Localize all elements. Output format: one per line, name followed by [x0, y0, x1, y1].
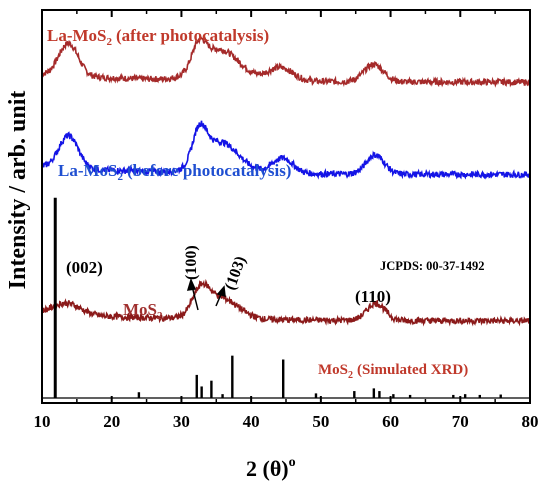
xrd-series-line-2	[41, 278, 531, 327]
x-tick-label: 10	[34, 412, 51, 431]
peak-103-label: (103)	[222, 254, 250, 292]
label-after: La-MoS2 (after photocatalysis)	[47, 26, 269, 48]
peak-arrows	[186, 277, 226, 311]
tick-layer: 10 20 30 40 50 60 70 80	[34, 10, 539, 431]
plot-area: 10 20 30 40 50 60 70 80	[34, 9, 539, 431]
label-before: La-MoS2 (before photocatalysis)	[58, 161, 291, 183]
x-axis-label: 2 (θ)o	[246, 455, 296, 481]
series-labels: La-MoS2 (after photocatalysis) La-MoS2 (be…	[47, 26, 468, 381]
label-mos2: MoS2	[123, 300, 163, 322]
series-layer	[41, 35, 531, 399]
jcpds-label: JCPDS: 00-37-1492	[380, 259, 485, 273]
x-tick-label: 80	[522, 412, 539, 431]
y-axis-label: Intensity / arb. unit	[5, 91, 31, 290]
peak-100-label: (100)	[183, 245, 200, 280]
x-tick-label: 40	[243, 412, 260, 431]
x-tick-label: 50	[312, 412, 329, 431]
xrd-series-line-0	[41, 35, 531, 88]
xrd-series-line-1	[41, 120, 531, 180]
peak-110-label: (110)	[355, 287, 391, 306]
label-simulated: MoS2 (Simulated XRD)	[318, 362, 468, 381]
x-tick-label: 20	[103, 412, 120, 431]
x-tick-label: 70	[452, 412, 469, 431]
x-tick-label: 60	[382, 412, 399, 431]
peak-002-label: (002)	[66, 258, 103, 277]
x-tick-label: 30	[173, 412, 190, 431]
